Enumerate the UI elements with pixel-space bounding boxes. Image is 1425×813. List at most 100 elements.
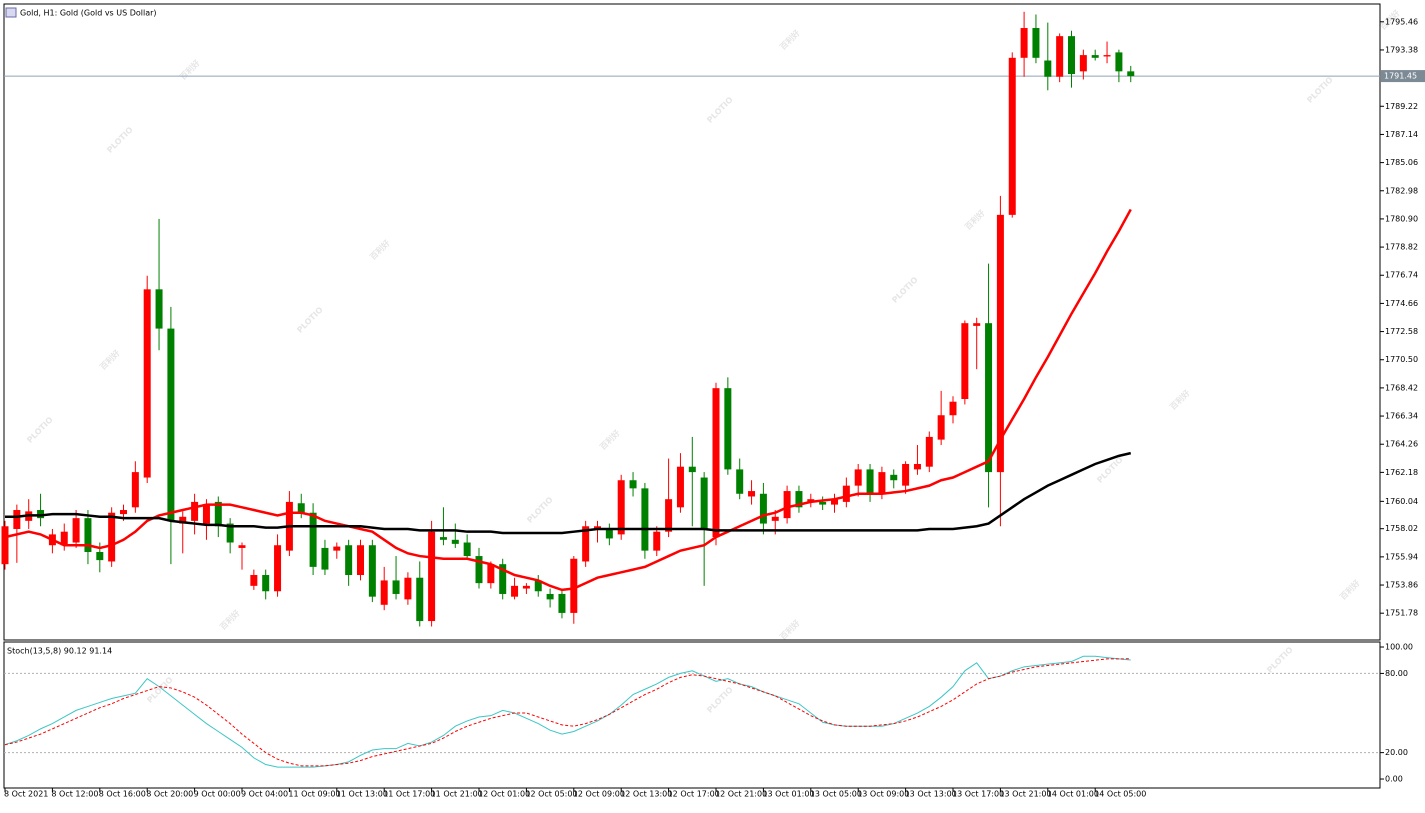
candle-body	[771, 516, 779, 521]
candle-body	[676, 466, 684, 508]
candle-body	[1079, 55, 1087, 72]
candle-body	[842, 485, 850, 502]
candle-body	[60, 531, 68, 546]
candle-body	[890, 474, 898, 481]
candle-body	[404, 577, 412, 600]
candle-body	[641, 488, 649, 551]
candle-body	[854, 469, 862, 486]
chart-icon	[5, 7, 17, 18]
candle-body	[759, 493, 767, 524]
candle-body	[985, 323, 993, 473]
candle-body	[937, 415, 945, 440]
x-tick-label: 8 Oct 20:00	[146, 790, 193, 799]
candle-body	[499, 564, 507, 594]
candle-body	[380, 580, 388, 605]
x-tick-label: 11 Oct 09:00	[288, 790, 340, 799]
y-tick-label: 1774.66	[1385, 299, 1418, 308]
x-tick-label: 12 Oct 09:00	[573, 790, 625, 799]
candle-body	[724, 388, 732, 470]
stoch-panel	[3, 641, 1381, 789]
candle-body	[594, 526, 601, 529]
candle-body	[878, 472, 886, 494]
candle-body	[795, 491, 803, 508]
candle-body	[321, 547, 329, 570]
x-tick-label: 12 Oct 01:00	[478, 790, 530, 799]
x-tick-label: 9 Oct 00:00	[194, 790, 241, 799]
y-tick-label: 1793.38	[1385, 45, 1418, 54]
x-tick-label: 13 Oct 13:00	[905, 790, 957, 799]
candle-body	[37, 510, 45, 519]
y-tick-label: 1758.02	[1385, 524, 1418, 533]
candle-body	[1008, 57, 1016, 215]
candle-body	[736, 469, 744, 494]
last-price-label: 1791.45	[1384, 72, 1417, 81]
candle-body	[1115, 52, 1123, 72]
candle-body	[463, 542, 471, 557]
y-tick-label: 1789.22	[1385, 102, 1418, 111]
y-tick-label: 1782.98	[1385, 186, 1418, 195]
candle-body	[108, 512, 116, 562]
candle-body	[1020, 28, 1028, 58]
candle-body	[13, 510, 21, 529]
candle-body	[416, 577, 424, 622]
x-tick-label: 8 Oct 2021	[4, 790, 48, 799]
last-price-box	[1381, 70, 1425, 83]
candle-body	[712, 388, 720, 538]
candle-body	[96, 551, 104, 561]
candle-body	[902, 463, 910, 486]
candle-body	[1127, 71, 1135, 77]
y-tick-label: 0.00	[1385, 775, 1403, 784]
y-tick-label: 1766.34	[1385, 412, 1418, 421]
candle-body	[748, 491, 756, 497]
candle-body	[1044, 60, 1052, 77]
candle-body	[617, 480, 625, 535]
candle-body	[949, 401, 957, 416]
candle-body	[72, 518, 80, 543]
candle-body	[653, 531, 661, 551]
candle-body	[191, 501, 199, 521]
y-tick-label: 1785.06	[1385, 158, 1418, 167]
candle-body	[120, 510, 127, 515]
chart-title: Gold, H1: Gold (Gold vs US Dollar)	[20, 9, 157, 18]
candle-body	[475, 556, 483, 584]
y-tick-label: 80.00	[1385, 669, 1408, 678]
moving-average	[4, 208, 1132, 592]
candle-body	[1103, 55, 1111, 57]
x-tick-label: 14 Oct 01:00	[1047, 790, 1099, 799]
y-tick-label: 1772.58	[1385, 327, 1418, 336]
candle-body	[1056, 36, 1064, 77]
candle-body	[238, 545, 246, 548]
x-tick-label: 13 Oct 09:00	[857, 790, 909, 799]
candle-body	[996, 214, 1004, 473]
candle-body	[866, 469, 874, 494]
x-tick-label: 11 Oct 21:00	[431, 790, 483, 799]
x-tick-label: 9 Oct 04:00	[241, 790, 288, 799]
y-tick-label: 1770.50	[1385, 355, 1418, 364]
candle-body	[143, 289, 151, 478]
main-panel	[3, 3, 1381, 641]
stoch-title: Stoch(13,5,8) 90.12 91.14	[7, 647, 112, 656]
y-tick-label: 1776.74	[1385, 271, 1418, 280]
y-tick-label: 1795.46	[1385, 17, 1418, 26]
candle-body	[333, 546, 341, 551]
candle-body	[428, 531, 436, 622]
candle-body	[973, 323, 981, 326]
candle-body	[605, 528, 613, 539]
candle-body	[925, 436, 933, 467]
candle-body	[511, 585, 519, 597]
candle-body	[665, 499, 673, 532]
candle-body	[961, 323, 969, 399]
candle-body	[1091, 55, 1099, 58]
x-tick-label: 12 Oct 05:00	[525, 790, 577, 799]
candle-body	[250, 575, 258, 586]
candle-body	[439, 537, 447, 540]
candle-body	[179, 516, 187, 524]
candle-body	[534, 580, 542, 592]
candle-body	[202, 504, 210, 524]
y-tick-label: 1787.14	[1385, 130, 1418, 139]
candle-body	[262, 575, 270, 592]
candle-body	[487, 564, 495, 584]
x-tick-label: 12 Oct 21:00	[715, 790, 767, 799]
candle-body	[582, 526, 590, 562]
